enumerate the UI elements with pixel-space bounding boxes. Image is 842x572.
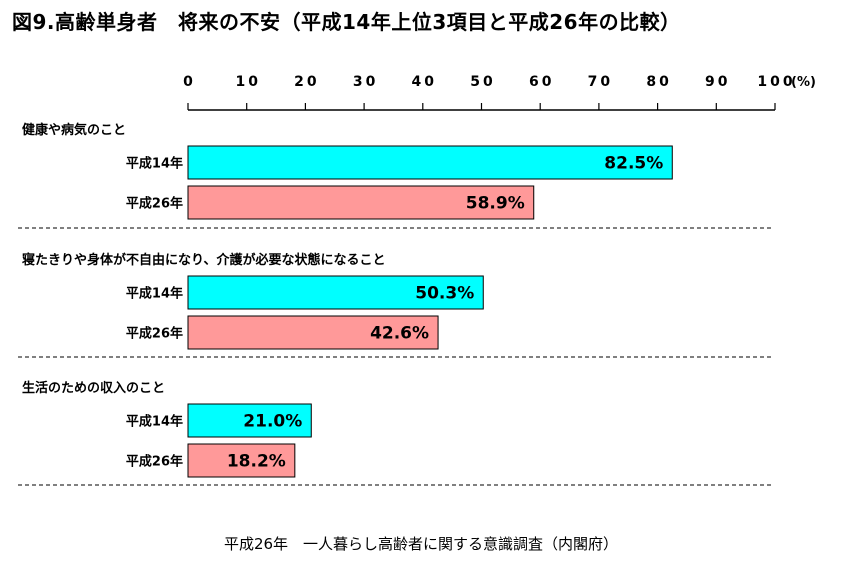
bar: [187, 403, 312, 438]
x-tick-label: 60: [529, 74, 554, 90]
bar-value-label: 50.3%: [415, 284, 474, 304]
bar-value-label: 42.6%: [370, 324, 429, 344]
x-tick-label: 10: [235, 74, 260, 90]
category-label: 寝たきりや身体が不自由になり、介護が必要な状態になること: [22, 252, 385, 268]
bar-value-label: 58.9%: [466, 194, 525, 214]
series-label: 平成14年: [126, 156, 183, 172]
bar: [187, 185, 535, 220]
series-label: 平成26年: [126, 196, 183, 212]
x-tick-label: 80: [646, 74, 671, 90]
series-label: 平成26年: [126, 326, 183, 342]
series-label: 平成14年: [126, 414, 183, 430]
source-note: 平成26年 一人暮らし高齢者に関する意識調査（内閣府）: [223, 535, 619, 553]
series-label: 平成14年: [126, 286, 183, 302]
x-tick-label: 20: [294, 74, 319, 90]
x-tick-label: 50: [470, 74, 495, 90]
x-tick-label: 100: [757, 74, 795, 90]
x-tick-label: 90: [705, 74, 730, 90]
series-label: 平成26年: [126, 454, 183, 470]
bar: [187, 145, 673, 180]
bar-value-label: 21.0%: [243, 412, 302, 432]
bar-value-label: 82.5%: [604, 154, 663, 174]
bar: [187, 275, 484, 310]
x-tick-label: 40: [412, 74, 437, 90]
x-tick-label: 30: [353, 74, 378, 90]
x-axis-unit-label: (%): [791, 75, 816, 90]
bar: [187, 443, 296, 478]
category-label: 生活のための収入のこと: [22, 380, 165, 396]
chart-title: 図9.高齢単身者 将来の不安（平成14年上位3項目と平成26年の比較）: [12, 10, 681, 34]
bar: [187, 315, 439, 350]
x-tick-label: 0: [183, 74, 196, 90]
category-label: 健康や病気のこと: [22, 122, 126, 138]
bar-value-label: 18.2%: [227, 452, 286, 472]
x-tick-label: 70: [588, 74, 613, 90]
